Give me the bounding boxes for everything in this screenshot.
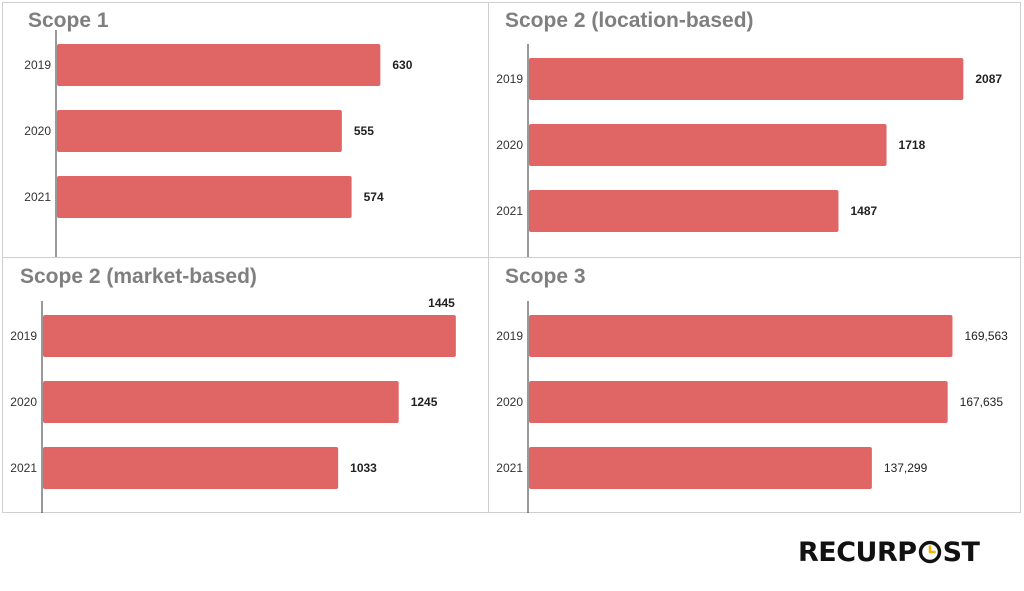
data-label: 555	[354, 124, 374, 138]
category-tick-label: 2019	[10, 329, 37, 343]
logo-text-left: RECURP	[798, 536, 917, 568]
recurpost-logo: RECURP ST	[798, 532, 980, 572]
data-label: 137,299	[884, 461, 928, 475]
category-tick-label: 2019	[496, 329, 523, 343]
bar	[529, 381, 948, 423]
bar	[57, 176, 352, 218]
bar	[529, 190, 839, 232]
chart-panel-scope-3: 2019 169,563 2020 167,635 2021 137,299 Scope …	[489, 258, 1021, 513]
data-label: 1245	[411, 395, 438, 409]
category-tick-label: 2021	[496, 461, 523, 475]
chart-panel-scope-2-location: 2019 2087 2020 1718 2021 1487 Scope 2 (locati…	[489, 0, 1021, 257]
chart-panel-scope-1: 2019 630 2020 555 2021 574 Scope 1	[0, 0, 488, 257]
category-tick-label: 2020	[496, 138, 523, 152]
panel-divider-vertical	[488, 2, 489, 513]
chart-plot: 2019 2087 2020 1718 2021 1487	[496, 44, 1002, 257]
data-label: 1445	[428, 296, 455, 310]
category-tick-label: 2020	[10, 395, 37, 409]
clock-logo-icon	[918, 540, 941, 564]
category-tick-label: 2019	[24, 58, 51, 72]
category-tick-label: 2021	[24, 190, 51, 204]
category-tick-label: 2021	[10, 461, 37, 475]
chart-panel-scope-2-market: 2019 1445 2020 1245 2021 1033 Scope 2 (market…	[2, 258, 488, 513]
data-label: 574	[364, 190, 384, 204]
chart-plot: 2019 1445 2020 1245 2021 1033	[10, 296, 456, 513]
data-label: 630	[392, 58, 412, 72]
data-label: 1718	[899, 138, 926, 152]
chart-title: Scope 3	[505, 265, 586, 288]
bar	[529, 447, 872, 489]
data-label: 1033	[350, 461, 377, 475]
logo-text-right: ST	[942, 536, 980, 568]
bar	[57, 44, 381, 86]
chart-title: Scope 1	[28, 9, 109, 32]
bar	[529, 58, 964, 100]
bar	[43, 447, 339, 489]
bar	[57, 110, 342, 152]
chart-title: Scope 2 (location-based)	[505, 9, 754, 32]
data-label: 2087	[975, 72, 1002, 86]
bar	[529, 124, 887, 166]
category-tick-label: 2021	[496, 204, 523, 218]
bar	[43, 315, 456, 357]
category-tick-label: 2020	[24, 124, 51, 138]
bar	[43, 381, 399, 423]
category-tick-label: 2019	[496, 72, 523, 86]
chart-title: Scope 2 (market-based)	[20, 265, 257, 288]
data-label: 169,563	[964, 329, 1008, 343]
chart-plot: 2019 630 2020 555 2021 574	[24, 30, 413, 257]
data-label: 167,635	[960, 395, 1004, 409]
bar	[529, 315, 953, 357]
chart-plot: 2019 169,563 2020 167,635 2021 137,299	[496, 301, 1008, 513]
category-tick-label: 2020	[496, 395, 523, 409]
panel-divider-horizontal	[2, 257, 1021, 258]
data-label: 1487	[850, 204, 877, 218]
